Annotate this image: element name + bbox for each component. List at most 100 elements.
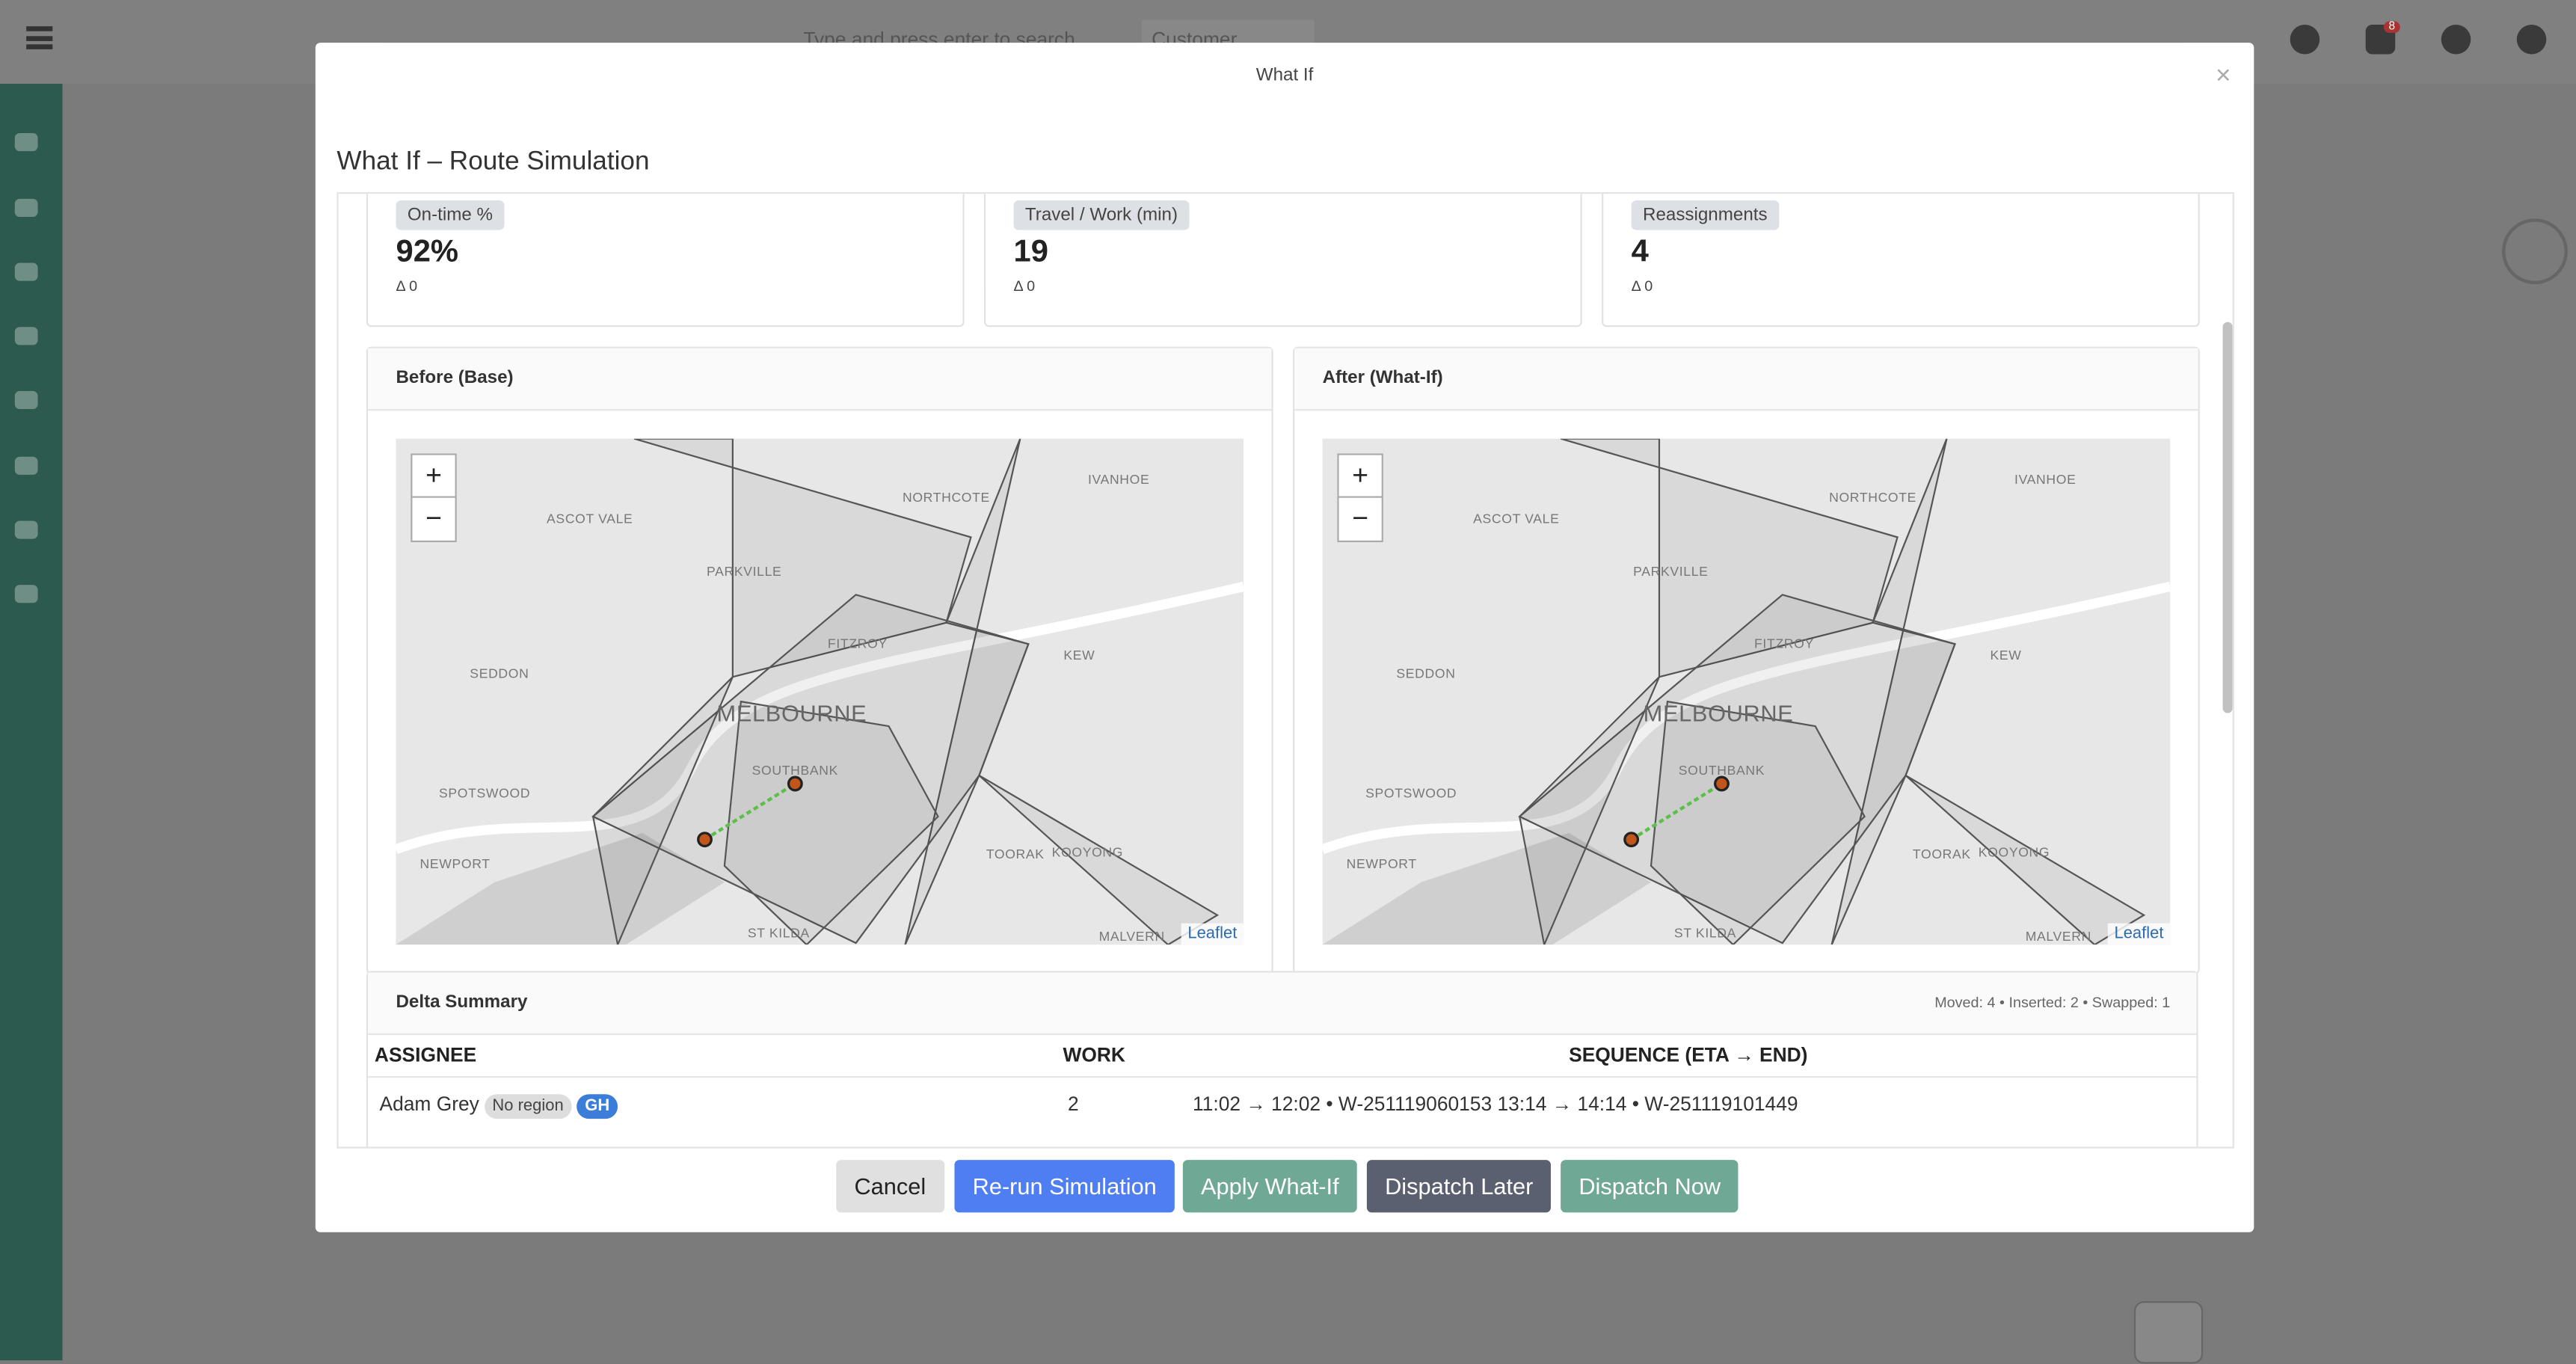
stop-marker [1623, 832, 1640, 848]
zoom-out[interactable]: − [1337, 496, 1383, 543]
map-label: FITZROY [1754, 636, 1814, 652]
nav-icon[interactable] [14, 198, 38, 218]
stop-marker [787, 775, 803, 792]
nav-icon[interactable] [14, 390, 38, 410]
nav-icon[interactable] [14, 327, 38, 345]
map-label: SEDDON [470, 666, 529, 681]
attribution[interactable]: Leaflet [1181, 923, 1244, 945]
map-label: KOOYONG [1978, 845, 2050, 861]
kpi-label: Reassignments [1631, 200, 1779, 230]
kpi-label: Travel / Work (min) [1013, 200, 1190, 230]
delta-title: Delta Summary [396, 992, 528, 1013]
kpi-card: On-time % 92% Δ 0 [366, 194, 965, 328]
stop-marker [697, 832, 713, 848]
map-label: ASCOT VALE [1473, 512, 1560, 527]
rerun-button[interactable]: Re-run Simulation [954, 1160, 1175, 1213]
map-label: SPOTSWOOD [1365, 786, 1457, 802]
water [396, 832, 725, 945]
delta-header [368, 972, 2197, 1036]
map-label: MALVERN [2025, 929, 2091, 944]
nav-icon[interactable] [14, 520, 38, 539]
map-label: MALVERN [1098, 929, 1165, 944]
map-label: SPOTSWOOD [439, 786, 531, 802]
history-icon[interactable] [2290, 24, 2320, 55]
kpi-value: 92% [396, 235, 459, 270]
accessibility-button[interactable] [2502, 218, 2568, 285]
map-label: ST KILDA [747, 926, 810, 941]
zoom-out[interactable]: − [411, 496, 457, 543]
apply-button[interactable]: Apply What-If [1182, 1160, 1357, 1213]
zone [723, 700, 939, 945]
map-label: TOORAK [1912, 847, 1971, 862]
user-icon[interactable] [2516, 24, 2547, 55]
chat-bot-button[interactable] [2133, 1301, 2204, 1364]
work: 2 [1068, 1093, 1079, 1116]
kpi-value: 4 [1631, 235, 1649, 270]
map: ASCOT VALE PARKVILLE NORTHCOTE IVANHOE FITZR… [396, 438, 1244, 945]
map-label: SOUTHBANK [751, 763, 839, 778]
delta-stats: Moved: 4 • Inserted: 2 • Swapped: 1 [1934, 994, 2171, 1011]
map-title: After (What-If) [1294, 348, 2198, 411]
nav-icon[interactable] [14, 262, 38, 281]
map-label: PARKVILLE [707, 564, 782, 580]
stop-marker [1714, 775, 1730, 792]
map-label: TOORAK [986, 847, 1045, 862]
row-divider [368, 1076, 2197, 1078]
map-label: KEW [1990, 648, 2022, 663]
zone [1560, 438, 1899, 678]
sidebar [0, 84, 63, 1361]
scrollbar[interactable] [2222, 322, 2233, 713]
zoom-in[interactable]: + [411, 453, 457, 500]
route [1630, 782, 1723, 841]
water [1322, 832, 1651, 945]
tag: No region [484, 1094, 572, 1119]
map-label: ST KILDA [1673, 926, 1737, 941]
zone [1650, 700, 1866, 945]
assignee-name: Adam Grey [379, 1093, 479, 1116]
map-label: IVANHOE [2014, 472, 2077, 488]
kpi-card: Reassignments 4 Δ 0 [1602, 194, 2200, 328]
help-icon[interactable] [2441, 24, 2471, 55]
zone [1518, 594, 1956, 944]
route [704, 782, 796, 841]
kpi-value: 19 [1013, 235, 1048, 270]
map-card: Before (Base) ASCOT VALE PARKVILLE NORTHCOT… [366, 346, 1273, 974]
kpi-delta: Δ 0 [1013, 277, 1036, 295]
column-header: SEQUENCE (ETA → END) [1569, 1043, 1808, 1066]
map-label: PARKVILLE [1633, 564, 1709, 580]
zoom-in[interactable]: + [1337, 453, 1383, 500]
zone [1519, 676, 1660, 945]
menu-icon[interactable] [26, 26, 53, 49]
map-label: MELBOURNE [1643, 699, 1794, 727]
map-label: NORTHCOTE [1829, 490, 1917, 506]
scroll-area: On-time % 92% Δ 0 Travel / Work (min) 19 Δ 0 R… [336, 192, 2234, 1149]
close-button[interactable]: × [2215, 62, 2231, 90]
column-header: ASSIGNEE [374, 1043, 477, 1066]
notification-count: 8 [2383, 21, 2400, 33]
assignee: Adam Grey No region GH [379, 1093, 618, 1119]
map-graphic [396, 438, 1244, 945]
map-title: Before (Base) [368, 348, 1272, 411]
map-label: NORTHCOTE [902, 490, 990, 506]
map-label: FITZROY [827, 636, 888, 652]
nav-icon[interactable] [14, 585, 38, 603]
map-label: SEDDON [1396, 666, 1456, 681]
zone [591, 676, 734, 945]
nav-icon[interactable] [14, 132, 38, 152]
nav-icon[interactable] [14, 456, 38, 475]
cancel-button[interactable]: Cancel [836, 1160, 944, 1213]
kpi-card: Travel / Work (min) 19 Δ 0 [984, 194, 1582, 328]
map-label: NEWPORT [419, 856, 491, 872]
dispatch-later-button[interactable]: Dispatch Later [1366, 1160, 1552, 1213]
kpi-delta: Δ 0 [396, 277, 418, 295]
tag: GH [577, 1094, 618, 1119]
map-graphic [1322, 438, 2171, 945]
attribution[interactable]: Leaflet [2107, 923, 2171, 945]
heading: What If – Route Simulation [336, 147, 650, 176]
sequence: 11:02 → 12:02 • W-251119060153 13:14 → 1… [1193, 1093, 1798, 1116]
river [1322, 581, 2171, 855]
dispatch-now-button[interactable]: Dispatch Now [1561, 1160, 1739, 1213]
zone [591, 594, 1030, 944]
